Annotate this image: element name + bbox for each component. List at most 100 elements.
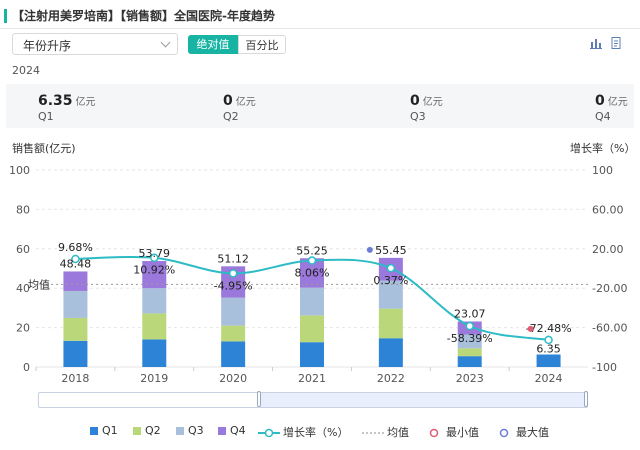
legend-q4-swatch — [218, 427, 226, 435]
growth-label-2021: 8.06% — [295, 267, 330, 280]
left-axis-title: 销售额(亿元) — [12, 142, 76, 155]
legend-growth[interactable]: 增长率（%） — [258, 424, 348, 440]
legend-q2[interactable]: Q2 — [133, 424, 161, 437]
bar-q1-2019 — [142, 339, 167, 367]
max-marker — [366, 246, 373, 253]
legend-q3-swatch — [176, 427, 184, 435]
kpi-q3: 0 亿元 — [410, 90, 443, 109]
left-tick-label: 80 — [16, 203, 30, 216]
legend-q3[interactable]: Q3 — [176, 424, 204, 437]
bar-q3-2023 — [457, 334, 482, 349]
bar-chart-icon[interactable] — [590, 37, 602, 49]
right-tick-label: 60.00 — [592, 203, 624, 216]
left-tick-label: 100 — [9, 164, 30, 177]
total-label-2024: 6.35 — [536, 342, 561, 355]
legend-mean-line-icon — [362, 432, 384, 434]
bar-q3-2021 — [300, 287, 324, 316]
total-label-2020: 51.12 — [217, 252, 249, 265]
bar-q3-2022 — [378, 280, 403, 309]
legend-mean-label: 均值 — [387, 426, 409, 439]
document-icon[interactable] — [610, 37, 622, 49]
kpi-q3-unit: 亿元 — [422, 97, 443, 108]
total-label-2021: 55.25 — [296, 244, 328, 257]
legend-growth-label: 增长率（%） — [283, 426, 349, 439]
bar-q1-2020 — [221, 341, 246, 367]
right-tick-label: 20.00 — [592, 243, 624, 256]
kpi-q3-value: 0 — [410, 93, 420, 109]
right-tick-label: -60.00 — [592, 322, 627, 335]
min-marker — [527, 325, 534, 332]
x-tick-label: 2019 — [140, 372, 168, 385]
left-tick-label: 60 — [16, 243, 30, 256]
legend-q1-label: Q1 — [102, 424, 118, 437]
right-tick-label: -100 — [592, 361, 617, 374]
kpi-q4-value: 0 — [595, 93, 605, 109]
bar-q3-2018 — [63, 290, 88, 318]
total-label-2023: 23.07 — [454, 307, 486, 320]
legend-q3-label: Q3 — [188, 424, 204, 437]
growth-label-2023: -58.39% — [447, 332, 493, 345]
page-title: 【注射用美罗培南】【销售额】全国医院-年度趋势 — [12, 9, 275, 23]
kpi-q1-value: 6.35 — [38, 93, 73, 109]
legend-min-icon — [429, 428, 439, 438]
bar-q1-2018 — [63, 340, 88, 367]
zoom-slider-right-handle[interactable] — [584, 391, 588, 407]
legend-min-label: 最小值 — [446, 426, 479, 439]
growth-point-2022 — [386, 263, 396, 273]
kpi-q1-label: Q1 — [38, 110, 54, 123]
legend-max[interactable]: 最大值 — [495, 424, 549, 440]
sort-select-value: 年份升序 — [23, 39, 72, 53]
chart-canvas: 0 20 40 60 80 100 -100 -60.00 -20.00 20.00 60.00 10… — [9, 164, 627, 385]
kpi-q2-label: Q2 — [223, 110, 239, 123]
percentage-button[interactable]: 百分比 — [238, 35, 286, 54]
bar-q1-2022 — [378, 338, 403, 367]
bar-q2-2018 — [63, 317, 88, 341]
header-bar: 【注射用美罗培南】【销售额】全国医院-年度趋势 — [0, 0, 640, 30]
x-tick-label: 2023 — [456, 372, 484, 385]
total-label-2018: 48.48 — [60, 257, 92, 270]
bar-q2-2019 — [142, 313, 167, 340]
kpi-q4-label: Q4 — [595, 110, 611, 123]
kpi-q4-unit: 亿元 — [607, 97, 628, 108]
legend-mean[interactable]: 均值 — [362, 424, 409, 440]
left-tick-label: 40 — [16, 282, 30, 295]
growth-label-2024: -72.48% — [526, 322, 572, 335]
legend-q4-label: Q4 — [230, 424, 246, 437]
growth-label-2020: -4.95% — [214, 279, 253, 292]
kpi-q2: 0 亿元 — [223, 90, 256, 109]
bar-q2-2021 — [300, 315, 324, 343]
zoom-slider-selection[interactable] — [259, 393, 587, 407]
bar-q4-2019 — [142, 261, 167, 289]
right-tick-label: -20.00 — [592, 282, 627, 295]
legend-q2-swatch — [133, 427, 141, 435]
growth-point-2019 — [150, 253, 159, 262]
bar-q1-2021 — [300, 342, 324, 367]
legend-growth-line-icon — [258, 428, 280, 438]
kpi-q1-unit: 亿元 — [75, 97, 96, 108]
summary-year: 2024 — [12, 64, 40, 77]
x-tick-label: 2024 — [535, 372, 563, 385]
legend-min[interactable]: 最小值 — [425, 424, 479, 440]
absolute-value-button[interactable]: 绝对值 — [188, 35, 238, 54]
growth-point-2020 — [228, 269, 238, 278]
bar-q4-2018 — [63, 271, 88, 291]
header-divider — [0, 28, 640, 29]
zoom-slider-left-handle[interactable] — [257, 391, 261, 407]
bar-q3-2020 — [221, 297, 246, 326]
legend-q4[interactable]: Q4 — [218, 424, 246, 437]
mean-label: 均值 — [28, 278, 50, 291]
right-axis-title: 增长率（%） — [570, 142, 636, 155]
total-label-2019: 53.79 — [139, 247, 171, 260]
bar-q2-2020 — [221, 325, 246, 342]
growth-label-2019: 10.92% — [133, 264, 175, 277]
left-tick-label: 20 — [16, 322, 30, 335]
legend-q2-label: Q2 — [145, 424, 161, 437]
zoom-slider[interactable] — [38, 391, 588, 408]
x-tick-label: 2021 — [298, 372, 326, 385]
legend-q1[interactable]: Q1 — [90, 424, 118, 437]
sort-select[interactable]: 年份升序 — [12, 33, 178, 55]
kpi-q3-label: Q3 — [410, 110, 426, 123]
growth-label-2018: 9.68% — [58, 241, 93, 254]
bar-q1-2023 — [457, 356, 482, 367]
title-accent — [4, 9, 7, 23]
